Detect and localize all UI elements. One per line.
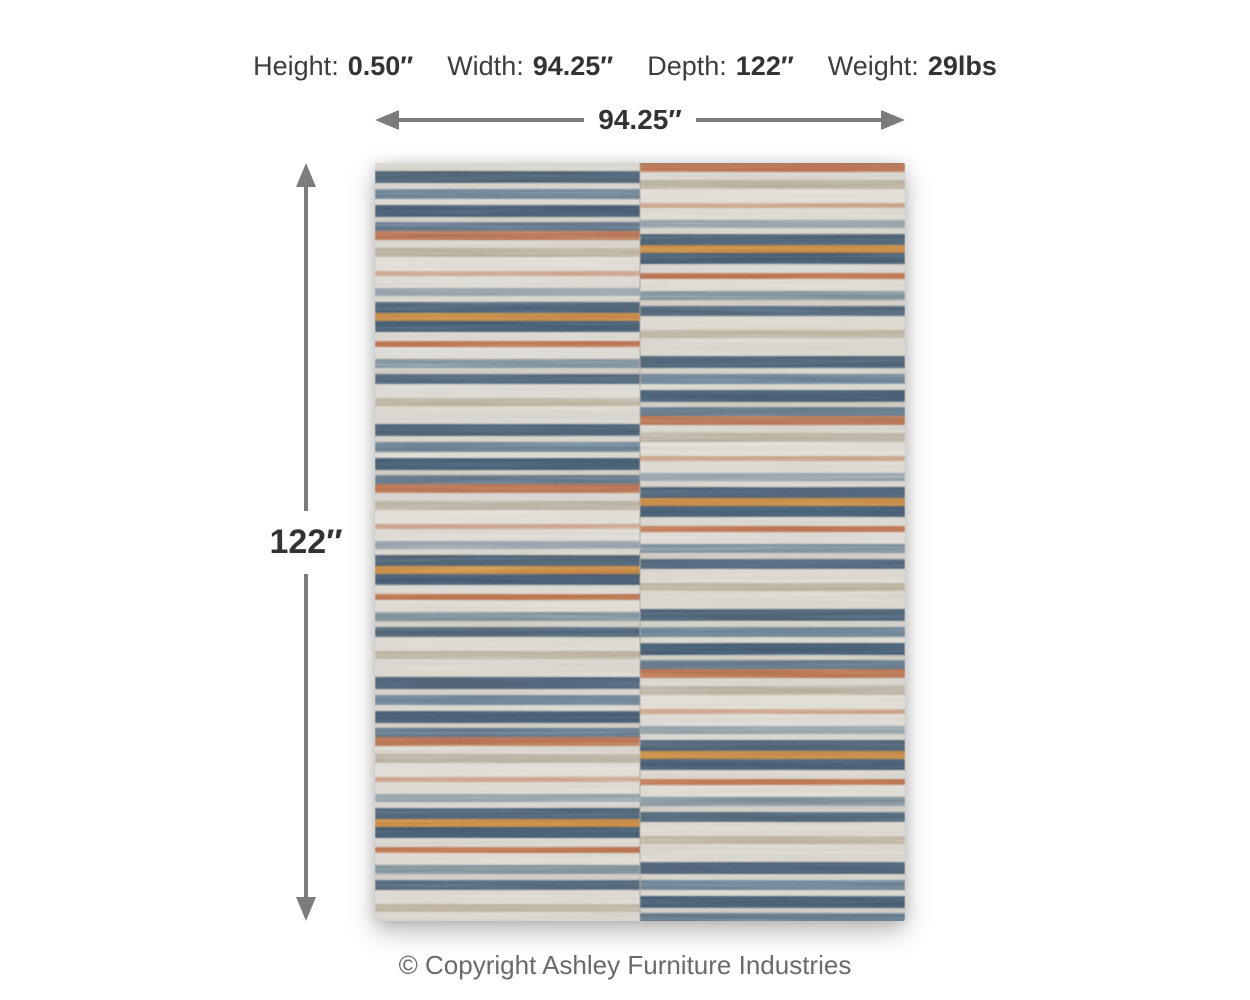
copyright-text: © Copyright Ashley Furniture Industries [398,950,852,980]
height-arrow-line-top [304,187,308,511]
spec-weight: Weight: 29lbs [828,50,997,82]
rug-center-seam [639,163,641,921]
height-dimension-arrow: 122″ [261,163,351,921]
spec-height-label: Height: [253,51,339,81]
rug-left-half [375,163,640,921]
rug-image [375,163,905,921]
rug-right-half [640,163,905,921]
arrowhead-right-icon [881,110,906,130]
spec-width: Width: 94.25″ [447,50,613,82]
spec-width-label: Width: [447,51,524,81]
spec-weight-value: 29lbs [927,51,997,81]
height-arrow-line-bottom [304,573,308,897]
spec-depth-label: Depth: [647,51,727,81]
spec-weight-label: Weight: [827,51,919,81]
width-dimension-label: 94.25″ [598,104,682,135]
arrowhead-up-icon [296,163,316,187]
spec-width-value: 94.25″ [532,51,614,81]
height-dimension-label: 122″ [269,522,343,561]
spec-height: Height: 0.50″ [253,50,413,82]
spec-depth-value: 122″ [735,51,794,81]
arrowhead-down-icon [296,897,316,921]
spec-depth: Depth: 122″ [647,50,794,82]
width-dimension-arrow: 94.25″ [375,102,906,138]
width-arrow-line-left [399,118,585,122]
spec-row: Height: 0.50″ Width: 94.25″ Depth: 122″ … [0,50,1250,82]
width-arrow-line-right [695,118,882,122]
spec-height-value: 0.50″ [347,51,414,81]
arrowhead-left-icon [375,110,399,130]
